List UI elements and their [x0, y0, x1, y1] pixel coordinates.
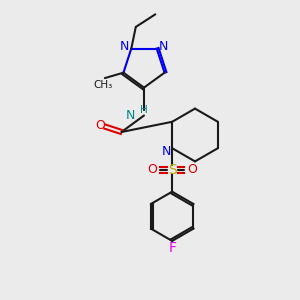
- Text: S: S: [168, 163, 176, 177]
- Text: N: N: [159, 40, 168, 52]
- Text: O: O: [188, 163, 197, 176]
- Text: N: N: [120, 40, 129, 52]
- Text: F: F: [168, 242, 176, 255]
- Text: N: N: [162, 145, 171, 158]
- Text: O: O: [95, 118, 105, 132]
- Text: CH₃: CH₃: [94, 80, 113, 90]
- Text: N: N: [126, 109, 136, 122]
- Text: O: O: [147, 163, 157, 176]
- Text: H: H: [140, 105, 147, 115]
